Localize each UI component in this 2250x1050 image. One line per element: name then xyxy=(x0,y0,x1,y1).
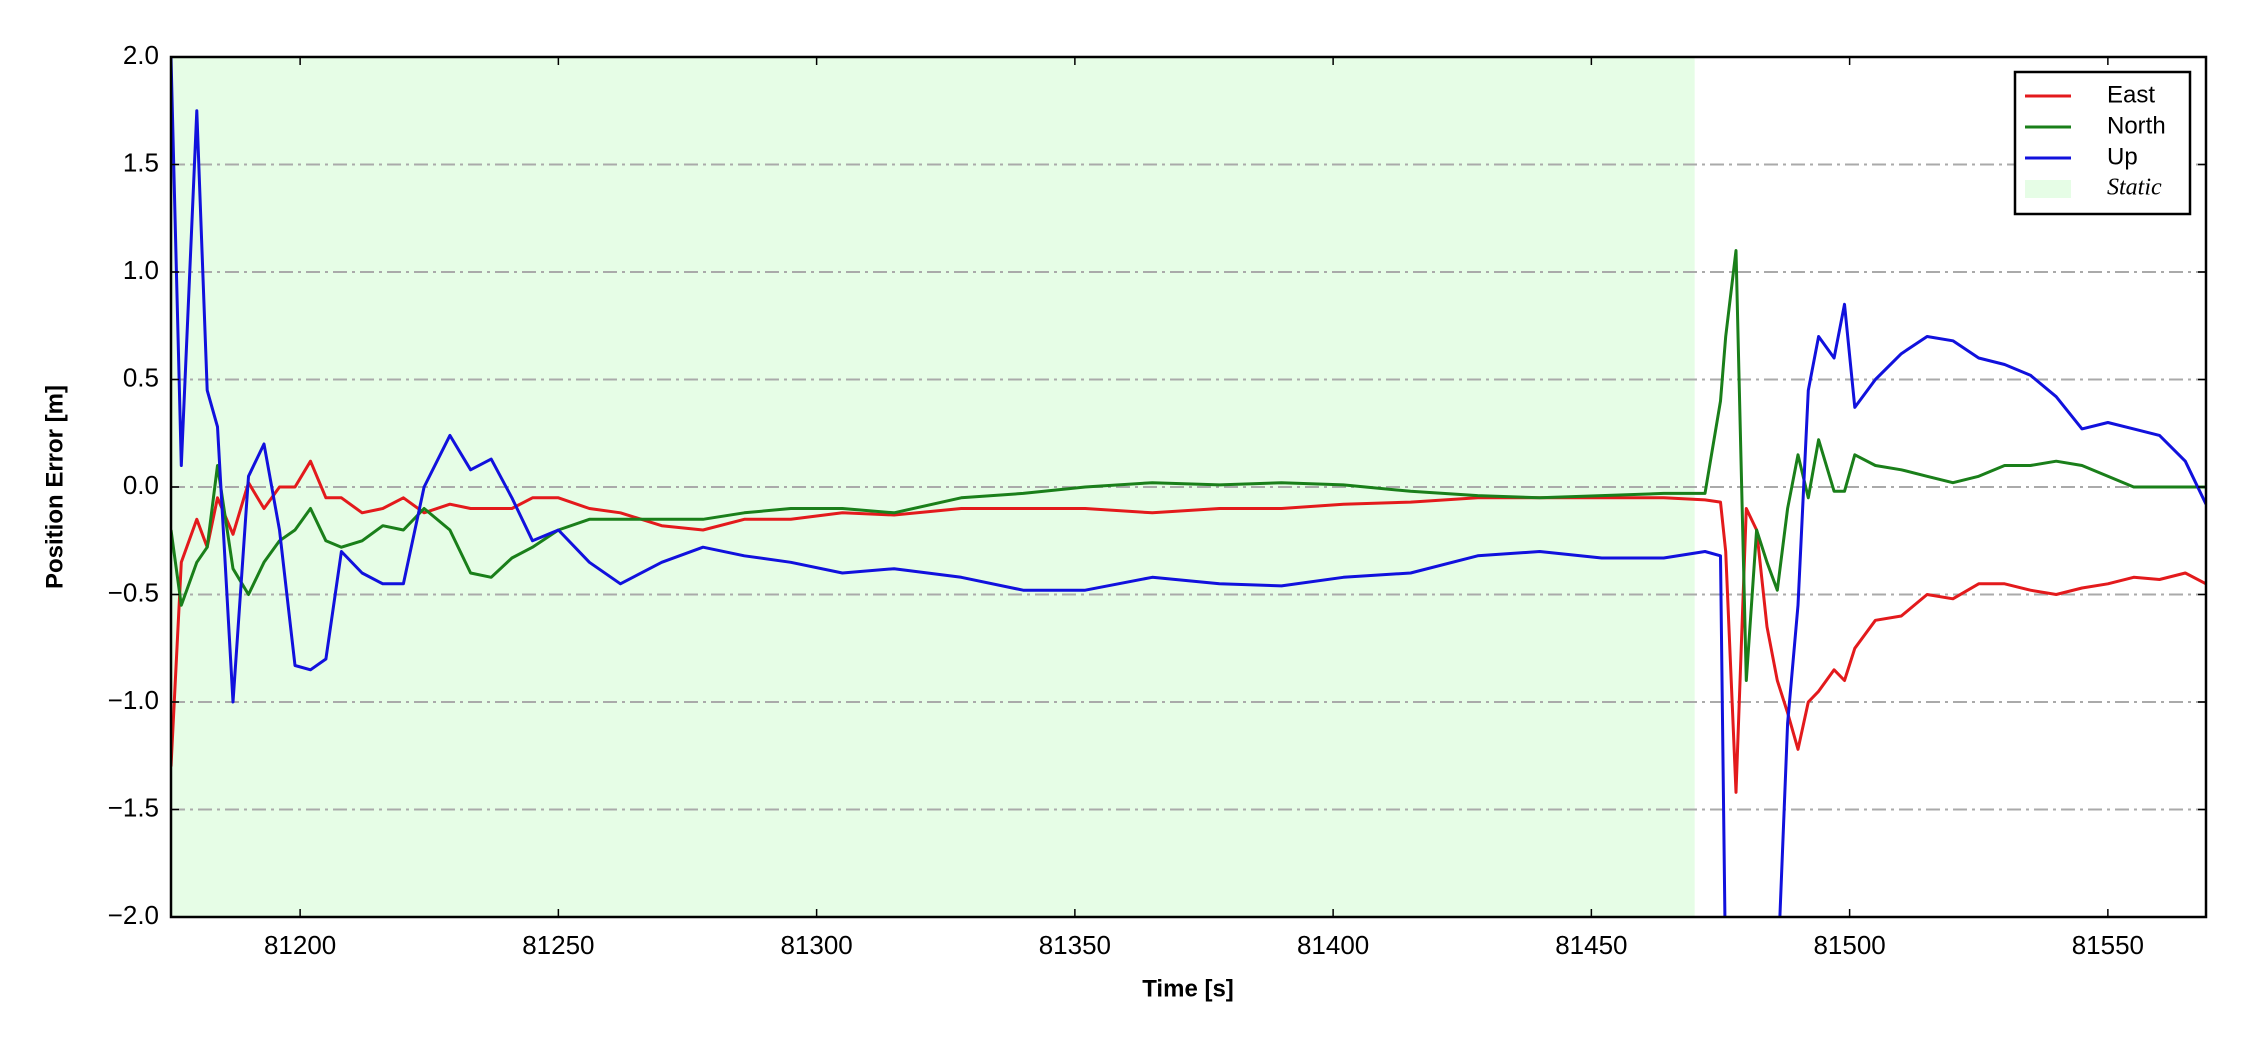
y-tick-label: 2.0 xyxy=(123,40,159,70)
plot-frame xyxy=(169,55,2208,919)
series-line xyxy=(171,249,2206,682)
x-axis-label: Time [s] xyxy=(1142,975,1234,1002)
legend-label: Static xyxy=(2107,175,2162,201)
legend-label: East xyxy=(2107,81,2155,108)
x-tick-label: 81250 xyxy=(522,930,594,960)
x-tick-label: 81500 xyxy=(1813,930,1885,960)
y-tick-label: −2.0 xyxy=(108,900,159,930)
x-tick-label: 81350 xyxy=(1039,930,1111,960)
series-line xyxy=(171,57,2206,917)
x-tick-label: 81550 xyxy=(2072,930,2144,960)
y-tick-label: 0.0 xyxy=(123,470,159,500)
y-tick-label: 1.5 xyxy=(123,147,159,177)
y-tick-label: 1.0 xyxy=(123,255,159,285)
x-tick-label: 81400 xyxy=(1297,930,1369,960)
y-axis-label: Position Error [m] xyxy=(41,385,68,589)
x-tick-label: 81300 xyxy=(780,930,852,960)
legend-swatch xyxy=(2025,180,2071,198)
legend-label: Up xyxy=(2107,143,2138,170)
y-tick-label: −1.0 xyxy=(108,685,159,715)
plot-area xyxy=(171,57,2206,917)
y-tick-label: −1.5 xyxy=(108,792,159,822)
y-tick-label: 0.5 xyxy=(123,362,159,392)
y-tick-label: −0.5 xyxy=(108,577,159,607)
x-tick-label: 81200 xyxy=(264,930,336,960)
series-line xyxy=(171,459,2206,794)
legend-label: North xyxy=(2107,112,2166,139)
x-tick-label: 81450 xyxy=(1555,930,1627,960)
